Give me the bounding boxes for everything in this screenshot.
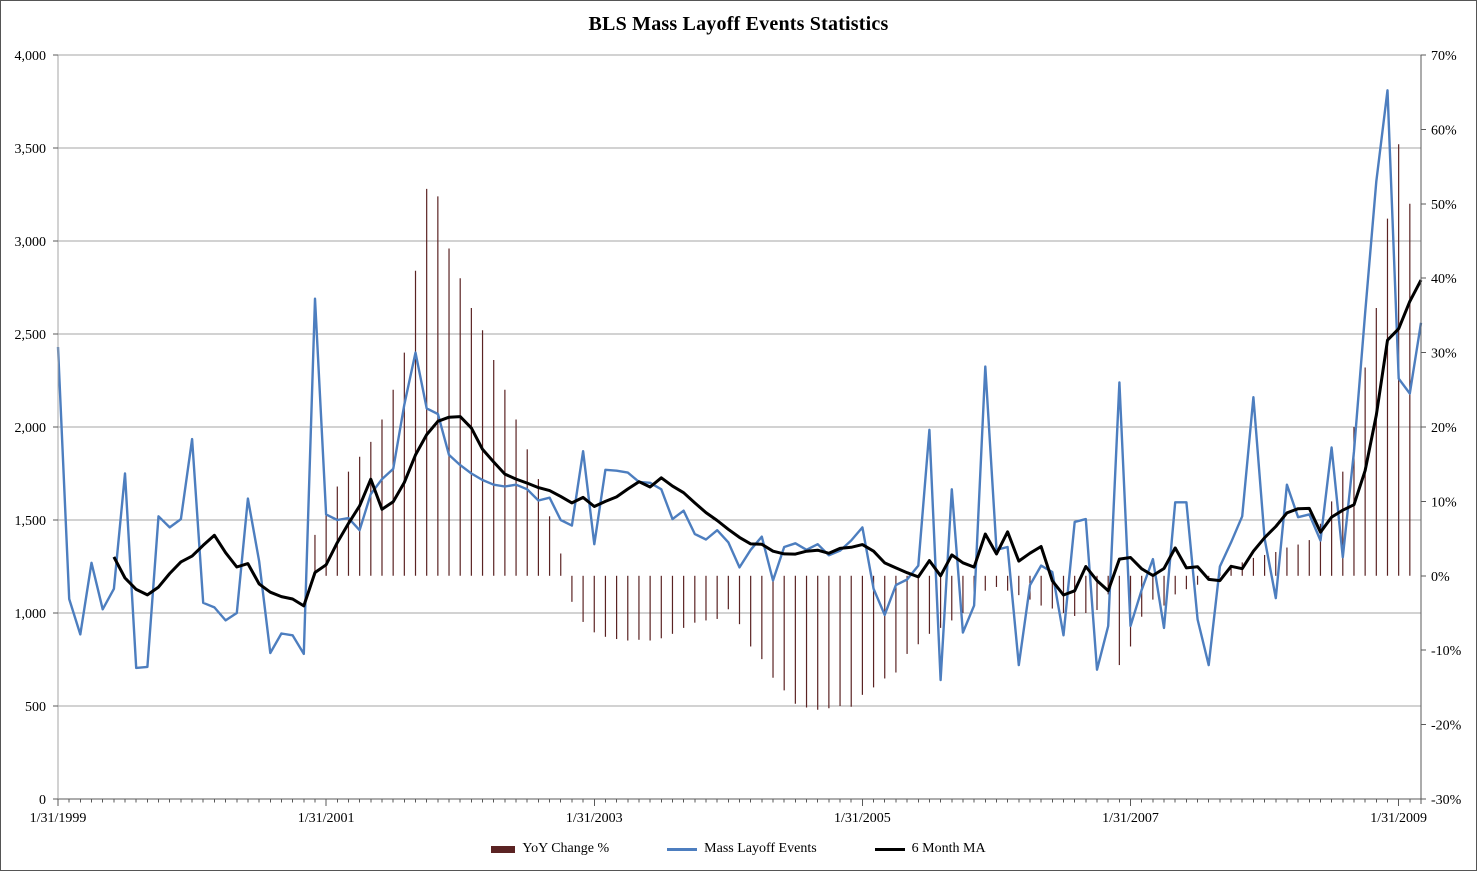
y-axis-right-tick-label: 10% xyxy=(1431,495,1457,510)
y-axis-left-tick-label: 2,500 xyxy=(15,328,47,343)
x-axis-tick-label: 1/31/1999 xyxy=(30,811,87,826)
chart-title: BLS Mass Layoff Events Statistics xyxy=(588,13,889,35)
legend-item-yoy-change: YoY Change % xyxy=(491,841,609,857)
legend-label-yoy-change: YoY Change % xyxy=(522,841,610,856)
six-month-ma-line xyxy=(112,279,1423,608)
y-axis-left-tick-label: 500 xyxy=(25,700,46,715)
y-axis-right-tick-label: -10% xyxy=(1431,644,1462,659)
y-axis-right-tick-label: -30% xyxy=(1431,793,1462,808)
legend-item-mass-layoff-events: Mass Layoff Events xyxy=(667,841,817,857)
y-axis-right-tick-label: 30% xyxy=(1431,347,1457,362)
mass-layoff-events-line-icon xyxy=(667,847,698,851)
y-axis-left-tick-label: 2,000 xyxy=(15,421,47,436)
legend-label-mass-layoff-events: Mass Layoff Events xyxy=(704,841,817,856)
y-axis-right-tick-label: 50% xyxy=(1431,198,1457,213)
y-axis-left-tick-label: 3,500 xyxy=(15,142,47,157)
x-axis-tick-label: 1/31/2005 xyxy=(834,811,891,826)
y-axis-left-tick-label: 1,000 xyxy=(15,607,47,622)
x-axis-tick-label: 1/31/2009 xyxy=(1370,811,1427,826)
x-axis-tick-label: 1/31/2001 xyxy=(298,811,355,826)
y-axis-left-tick-label: 1,500 xyxy=(15,514,47,529)
legend-item-6-month-ma: 6 Month MA xyxy=(874,841,986,857)
y-axis-right-tick-label: 70% xyxy=(1431,49,1457,64)
six-month-ma-line-icon xyxy=(874,847,905,851)
y-axis-right-tick-label: 60% xyxy=(1431,123,1457,138)
y-axis-right-tick-label: -20% xyxy=(1431,719,1462,734)
x-axis-tick-label: 1/31/2003 xyxy=(566,811,623,826)
legend-label-6-month-ma: 6 Month MA xyxy=(911,841,986,856)
y-axis-left-tick-label: 0 xyxy=(39,793,46,808)
x-axis-tick-label: 1/31/2007 xyxy=(1102,811,1159,826)
yoy-change-swatch-icon xyxy=(491,845,516,853)
y-axis-right-tick-label: 40% xyxy=(1431,272,1457,287)
chart-legend: YoY Change % Mass Layoff Events 6 Month … xyxy=(1,841,1476,857)
y-axis-right-tick-label: 20% xyxy=(1431,421,1457,436)
y-axis-right-tick-label: 0% xyxy=(1431,570,1450,585)
y-axis-left-tick-label: 3,000 xyxy=(15,235,47,250)
mass-layoff-events-line xyxy=(56,89,1423,682)
y-axis-left-tick-label: 4,000 xyxy=(15,49,47,64)
